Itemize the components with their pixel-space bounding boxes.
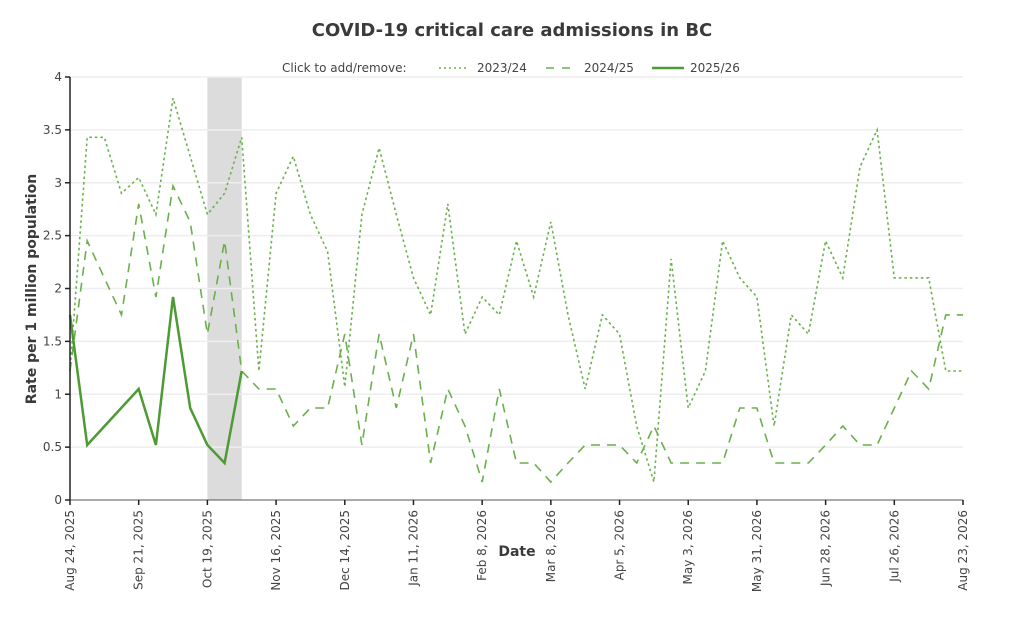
x-tick-label: Sep 21, 2025 — [132, 510, 146, 590]
legend-label-2023-24: 2023/24 — [477, 61, 527, 75]
legend-item-2025-26[interactable]: 2025/26 — [652, 61, 740, 75]
x-tick-label: Jul 26, 2026 — [887, 510, 901, 583]
x-tick-label: May 31, 2026 — [750, 510, 764, 592]
x-axis-title: Date — [498, 544, 535, 560]
x-tick-label: Aug 23, 2026 — [956, 510, 970, 591]
legend-label-2024-25: 2024/25 — [584, 61, 634, 75]
y-tick-label: 0.5 — [43, 440, 62, 454]
x-tick-label: Jun 28, 2026 — [819, 510, 833, 587]
series-line-2023-24 — [69, 97, 963, 483]
legend-label-2025-26: 2025/26 — [690, 61, 740, 75]
series-layer — [68, 97, 963, 484]
x-tick-label: Oct 19, 2025 — [200, 510, 214, 588]
gridlines — [70, 76, 963, 448]
x-ticks: Aug 24, 2025 Sep 21, 2025 Oct 19, 2025 Nov … — [63, 500, 970, 592]
x-tick-label: Jan 11, 2026 — [406, 510, 420, 587]
y-tick-label: 4 — [54, 70, 62, 84]
x-tick-label: Nov 16, 2025 — [269, 510, 283, 591]
y-tick-label: 3.5 — [43, 123, 62, 137]
y-tick-label: 3 — [54, 176, 62, 190]
legend-item-2023-24[interactable]: 2023/24 — [439, 61, 527, 75]
series-line-2025-26 — [68, 296, 243, 466]
y-tick-label: 0 — [54, 493, 62, 507]
y-axis-title: Rate per 1 million population — [24, 174, 40, 404]
x-tick-label: Apr 5, 2026 — [613, 510, 627, 580]
legend-prompt: Click to add/remove: — [282, 61, 407, 75]
x-tick-label: Dec 14, 2025 — [338, 510, 352, 590]
x-tick-label: May 3, 2026 — [681, 510, 695, 584]
chart-title: COVID-19 critical care admissions in BC — [312, 20, 713, 41]
y-tick-label: 2 — [54, 282, 62, 296]
x-tick-label: Feb 8, 2026 — [475, 510, 489, 581]
legend: Click to add/remove: 2023/24 2024/25 202… — [282, 61, 740, 75]
x-tick-label: Aug 24, 2025 — [63, 510, 77, 591]
y-tick-label: 1 — [54, 387, 62, 401]
y-tick-label: 2.5 — [43, 229, 62, 243]
x-tick-label: Mar 8, 2026 — [544, 510, 558, 582]
y-tick-label: 1.5 — [43, 334, 62, 348]
legend-item-2024-25[interactable]: 2024/25 — [546, 61, 634, 75]
y-ticks: 0 0.5 1 1.5 2 2.5 3 3.5 4 — [43, 70, 70, 507]
